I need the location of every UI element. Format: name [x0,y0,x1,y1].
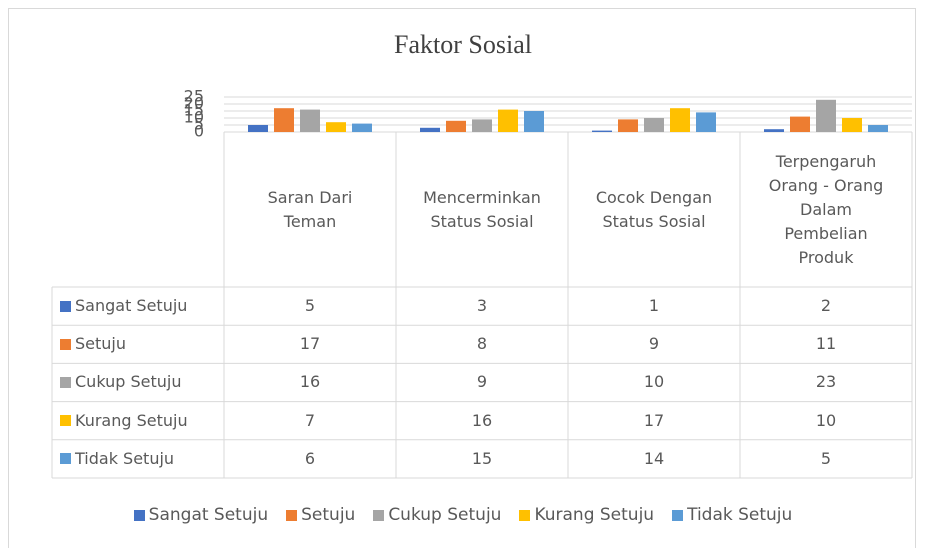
legend-swatch [133,509,145,521]
table-value: 10 [643,372,665,392]
series-name: Setuju [75,334,126,354]
table-value: 2 [820,296,832,316]
bar [420,127,440,132]
legend-item: Kurang Setuju [519,505,654,525]
bar [472,119,492,132]
bar [592,130,612,132]
legend-swatch [60,415,71,427]
table-value: 16 [299,372,321,392]
y-tick-label: 20 [184,94,204,113]
y-tick-label: 15 [184,101,204,120]
bar [524,111,544,132]
legend-label: Tidak Setuju [687,505,793,525]
table-value: 9 [648,334,660,354]
series-name: Kurang Setuju [75,410,188,430]
bar [274,108,294,132]
table-value: 8 [476,334,488,354]
table-row-header: Tidak Setuju [52,440,224,478]
series-name: Sangat Setuju [75,296,188,316]
bar [842,118,862,132]
legend-label: Sangat Setuju [148,505,269,525]
category-label: Cocok Dengan Status Sosial [595,187,713,231]
table-value: 11 [815,334,837,354]
table-value: 10 [815,410,837,430]
legend-swatch [286,509,298,521]
bar [326,122,346,132]
legend: Sangat Setuju Setuju Cukup Setuju Kurang Se… [0,505,926,525]
series-name: Cukup Setuju [75,372,182,392]
table-value: 6 [304,448,316,468]
legend-swatch [60,453,71,465]
bar [498,109,518,132]
legend-item: Cukup Setuju [373,505,501,525]
bar [868,125,888,132]
series-name: Tidak Setuju [75,448,175,468]
table-value: 15 [471,448,493,468]
legend-swatch [519,509,531,521]
bar [352,123,372,132]
chart-frame [8,8,916,548]
bar [248,125,268,132]
legend-swatch [60,300,71,312]
table-value: 9 [476,372,488,392]
table-value: 14 [643,448,665,468]
category-label: Saran Dari Teman [267,187,353,231]
bar [644,118,664,132]
y-tick-label: 25 [184,87,204,106]
table-row-header: Sangat Setuju [52,287,224,325]
legend-item: Sangat Setuju [133,505,269,525]
table-value: 16 [471,410,493,430]
bar [300,109,320,132]
table-value: 1 [648,296,660,316]
legend-swatch [672,509,684,521]
legend-item: Setuju [286,505,355,525]
table-value: 17 [643,410,665,430]
y-tick-label: 10 [184,108,204,127]
table-value: 3 [476,296,488,316]
legend-swatch [373,509,385,521]
chart-title: Faktor Sosial [394,30,532,59]
table-value: 5 [304,296,316,316]
bar [696,112,716,132]
table-value: 5 [820,448,832,468]
bar [446,120,466,132]
bar [790,116,810,132]
legend-swatch [60,338,71,350]
y-tick-label: 0 [194,122,204,141]
table-row-header: Kurang Setuju [52,402,224,440]
category-label: Mencerminkan Status Sosial [423,187,541,231]
bar [816,99,836,132]
table-row-header: Cukup Setuju [52,363,224,401]
bar [764,129,784,132]
bar [670,108,690,132]
y-tick-label: 5 [194,115,204,134]
legend-label: Cukup Setuju [388,505,502,525]
legend-swatch [60,376,71,388]
legend-label: Setuju [301,505,356,525]
table-value: 7 [304,410,316,430]
legend-item: Tidak Setuju [672,505,792,525]
table-value: 23 [815,372,837,392]
table-row-header: Setuju [52,325,224,363]
legend-label: Kurang Setuju [534,505,655,525]
category-label: Terpengaruh Orang - Orang Dalam Pembelia… [768,151,884,267]
bar [618,119,638,132]
table-value: 17 [299,334,321,354]
